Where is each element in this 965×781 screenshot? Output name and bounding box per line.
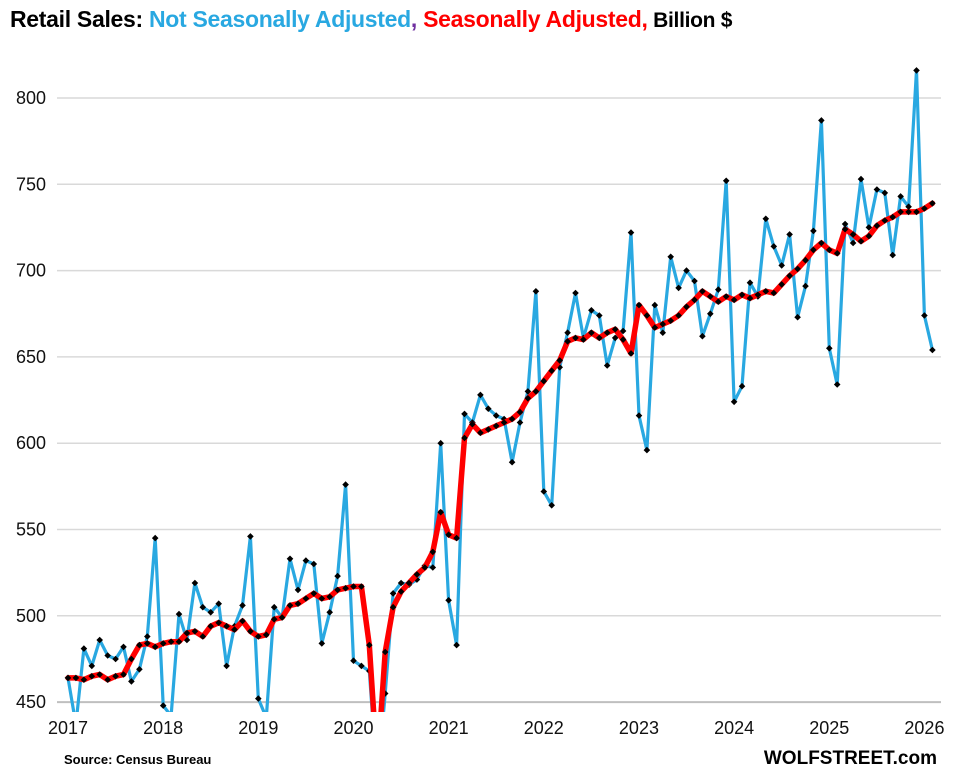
title-sa-legend: Seasonally Adjusted, (417, 6, 648, 32)
y-tick-label: 700 (16, 261, 46, 281)
plot-area (64, 67, 936, 712)
chart-title: Retail Sales: Not Seasonally Adjusted, S… (10, 6, 732, 33)
x-axis-labels: 2017 2018 2019 2020 2021 2022 2023 2024 2025 2026 (48, 718, 944, 738)
x-tick-label: 2021 (429, 718, 469, 738)
title-prefix: Retail Sales: (10, 6, 149, 32)
x-tick-label: 2018 (143, 718, 183, 738)
y-tick-label: 450 (16, 692, 46, 712)
wolfstreet-brand: WOLFSTREET.com (763, 748, 937, 769)
y-tick-label: 550 (16, 520, 46, 540)
x-tick-label: 2022 (524, 718, 564, 738)
y-tick-label: 650 (16, 347, 46, 367)
title-units: Billion $ (647, 9, 733, 32)
title-comma: , (410, 6, 417, 32)
y-tick-label: 600 (16, 433, 46, 453)
y-tick-label: 500 (16, 606, 46, 626)
y-tick-label: 800 (16, 88, 46, 108)
x-tick-label: 2020 (333, 718, 373, 738)
x-tick-label: 2017 (48, 718, 88, 738)
y-tick-label: 750 (16, 174, 46, 194)
x-tick-label: 2019 (238, 718, 278, 738)
x-tick-label: 2023 (619, 718, 659, 738)
title-nsa-legend: Not Seasonally Adjusted (148, 6, 411, 32)
source-note: Source: Census Bureau (64, 752, 212, 767)
x-tick-label: 2026 (904, 718, 944, 738)
x-tick-label: 2025 (809, 718, 849, 738)
x-tick-label: 2024 (714, 718, 754, 738)
sa-line (65, 200, 936, 712)
gridlines: 450 500 550 600 650 700 750 800 (16, 88, 941, 712)
